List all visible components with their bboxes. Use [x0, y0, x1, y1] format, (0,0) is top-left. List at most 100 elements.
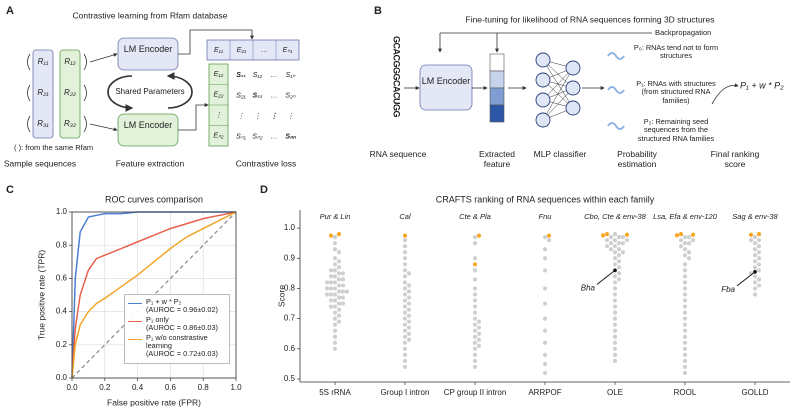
data-point — [402, 328, 408, 333]
plot-frame — [71, 211, 237, 379]
neuron — [565, 80, 581, 96]
data-point — [686, 250, 692, 255]
data-point — [682, 274, 688, 279]
feature-segment — [489, 87, 505, 106]
data-point — [624, 238, 630, 243]
data-point — [332, 256, 338, 261]
data-point — [402, 256, 408, 261]
data-point — [682, 340, 688, 345]
data-point — [756, 232, 762, 237]
feature: E₂₁ — [237, 47, 247, 54]
rna-icon — [607, 52, 625, 60]
data-point — [332, 241, 338, 246]
similarity: Sₙ₂ — [252, 133, 262, 140]
data-point — [682, 304, 688, 309]
data-point — [402, 340, 408, 345]
data-point — [472, 277, 478, 282]
data-point — [336, 319, 342, 324]
data-point — [612, 352, 618, 357]
data-point — [472, 241, 478, 246]
y-tick-label: 0.6 — [284, 344, 296, 353]
data-point — [328, 268, 334, 273]
x-tick-label: OLE — [606, 388, 623, 397]
data-point — [682, 247, 688, 252]
legend-name: P₁ only — [146, 314, 169, 324]
encoder-label: LM Encoder — [123, 44, 173, 54]
data-point — [616, 277, 622, 282]
data-point — [336, 250, 342, 255]
data-point — [328, 274, 334, 279]
data-point — [612, 262, 618, 267]
data-point — [620, 241, 626, 246]
bracket — [27, 115, 31, 133]
encoder-label: LM Encoder — [421, 76, 471, 86]
arrow — [89, 53, 118, 63]
data-point — [336, 232, 342, 237]
data-point — [542, 328, 548, 333]
data-point — [682, 253, 688, 258]
y-axis-label: True positive rate (TPR) — [36, 250, 46, 341]
data-point — [472, 286, 478, 291]
data-point — [682, 262, 688, 267]
data-point — [752, 286, 758, 291]
encoder-box — [419, 64, 473, 111]
neuron — [565, 100, 581, 116]
data-point — [682, 322, 688, 327]
data-point — [402, 268, 408, 273]
data-point — [612, 346, 618, 351]
x-tick-label: 0.6 — [165, 383, 177, 392]
data-point — [612, 358, 618, 363]
data-point — [402, 316, 408, 321]
data-point — [612, 298, 618, 303]
data-point — [752, 253, 758, 258]
feature: ⋮ — [215, 112, 222, 119]
data-point — [332, 328, 338, 333]
similarity: Sₙₙ — [285, 133, 296, 140]
callout-label: Fba — [721, 285, 735, 294]
data-point — [682, 370, 688, 376]
similarity: ⋮ — [271, 112, 278, 120]
y-tick-label: 1.0 — [56, 207, 68, 216]
data-point — [332, 268, 338, 273]
data-point — [472, 268, 478, 273]
step-label: RNA sequence — [369, 149, 427, 159]
legend-name: P₁ w/o constrastive learning — [146, 332, 208, 350]
data-point — [328, 298, 334, 303]
step-label: Sample sequences — [4, 158, 76, 168]
data-point — [612, 334, 618, 339]
data-point — [340, 271, 346, 276]
arrow — [178, 29, 254, 55]
data-point — [332, 298, 338, 303]
data-point — [682, 241, 688, 246]
bracket — [83, 53, 87, 71]
data-point — [612, 292, 618, 297]
family-label: Cal — [399, 212, 411, 221]
data-point — [756, 238, 762, 243]
data-point — [608, 241, 614, 246]
step-label: Final ranking score — [710, 149, 760, 169]
bracket — [27, 84, 31, 102]
data-point — [472, 235, 478, 240]
data-point — [542, 352, 548, 357]
data-point — [476, 233, 482, 238]
data-point — [402, 364, 408, 370]
x-axis-label: False positive rate (FPR) — [107, 397, 201, 407]
roc-curve — [71, 211, 237, 379]
sequence: R₃₂ — [64, 119, 76, 128]
feature-segment — [489, 104, 505, 123]
data-point — [472, 334, 478, 339]
data-point — [406, 331, 412, 336]
panel-title: Contrastive learning from Rfam database — [73, 10, 228, 20]
data-point — [472, 298, 478, 303]
similarity: S₁₁ — [236, 72, 246, 79]
data-point — [612, 280, 618, 285]
legend-swatch — [128, 320, 142, 322]
data-point — [682, 268, 688, 273]
data-point — [402, 238, 408, 243]
data-point — [612, 304, 618, 309]
data-point — [332, 274, 338, 279]
data-point — [542, 340, 548, 345]
data-point — [402, 292, 408, 297]
score-formula: P₁ + w * P₂ — [740, 80, 784, 90]
